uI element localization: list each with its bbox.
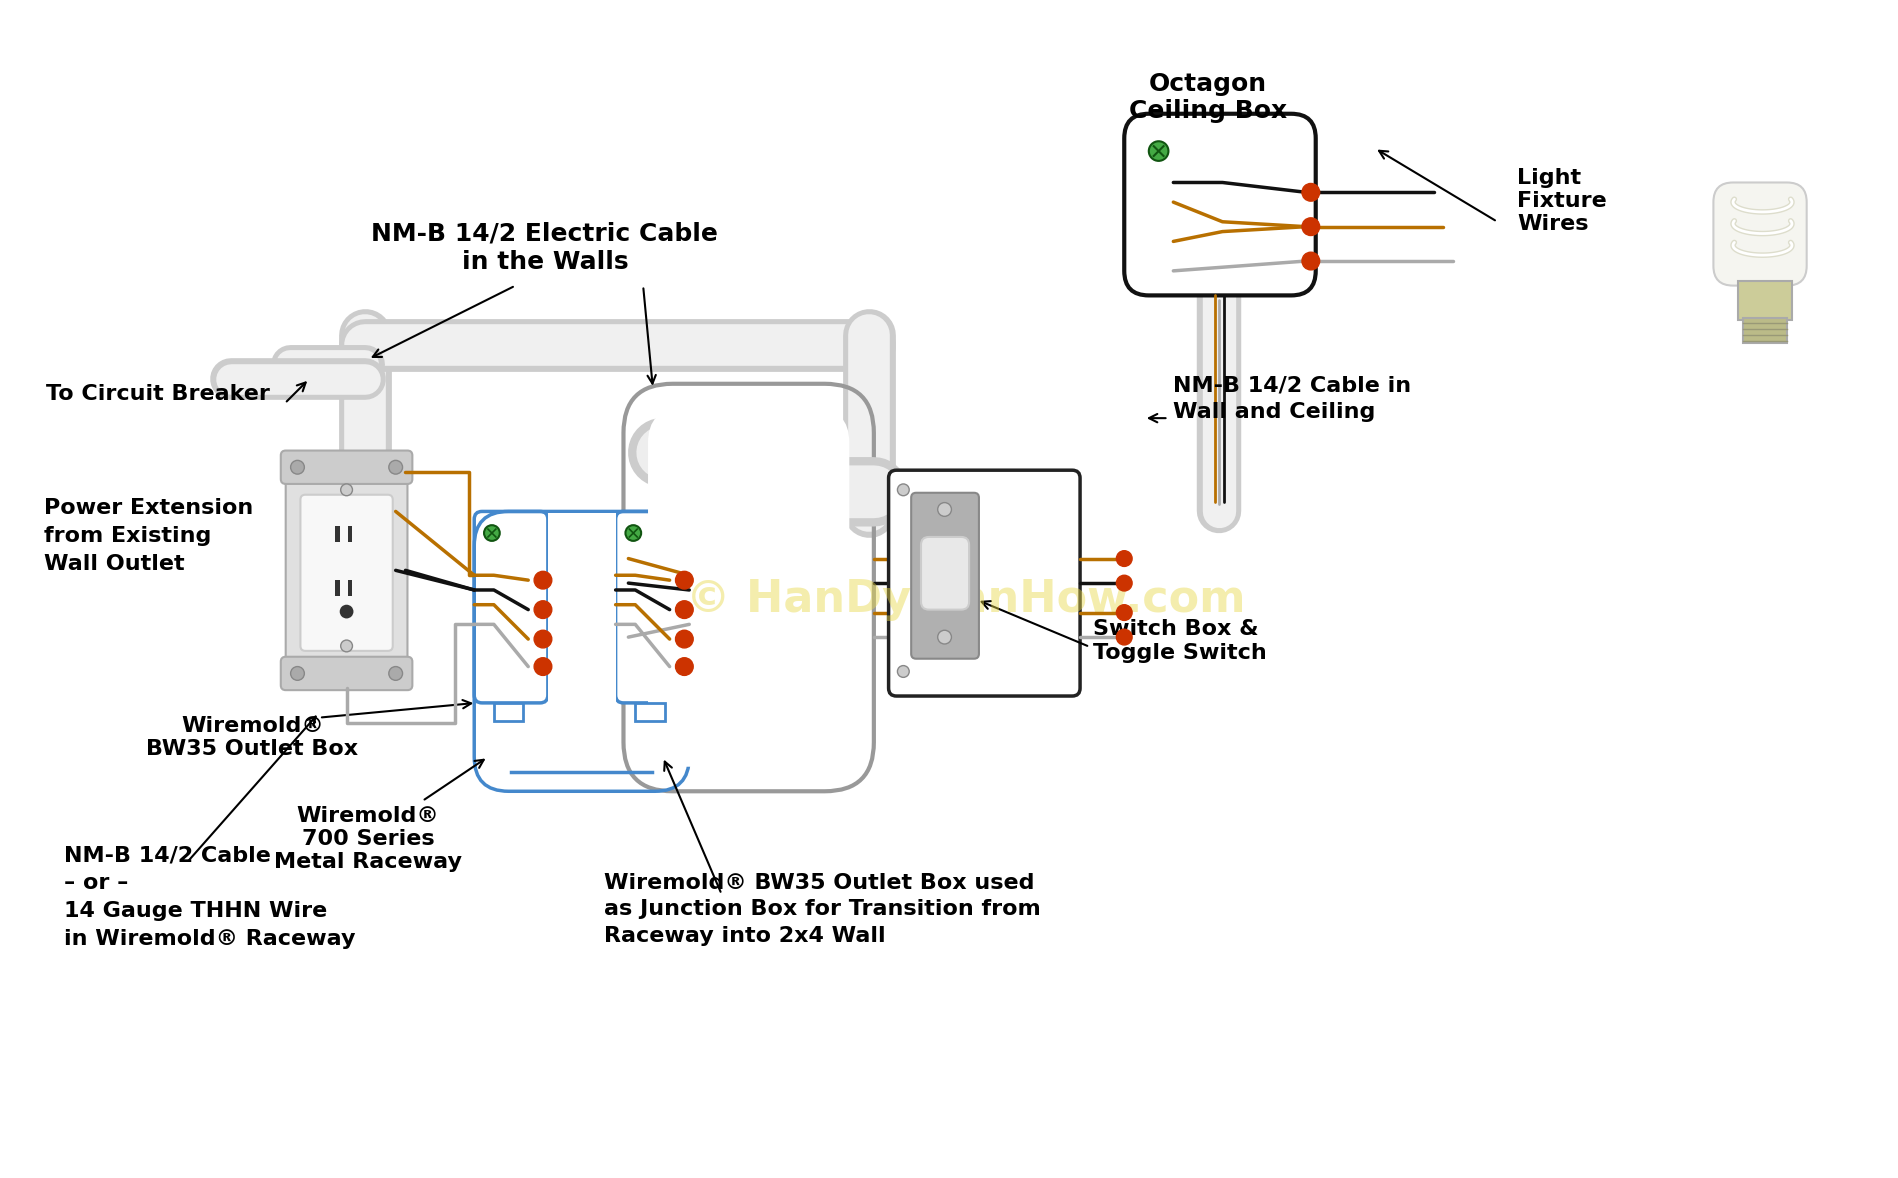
- Circle shape: [676, 630, 693, 648]
- Circle shape: [533, 657, 552, 675]
- Bar: [347, 527, 353, 542]
- Text: Wiremold® BW35 Outlet Box used
as Junction Box for Transition from
Raceway into : Wiremold® BW35 Outlet Box used as Juncti…: [604, 873, 1040, 946]
- FancyBboxPatch shape: [921, 537, 970, 610]
- FancyBboxPatch shape: [474, 511, 549, 703]
- Bar: [1739, 280, 1792, 320]
- Bar: [636, 703, 664, 721]
- Text: NM-B 14/2 Cable in
Wall and Ceiling: NM-B 14/2 Cable in Wall and Ceiling: [1173, 376, 1412, 422]
- FancyBboxPatch shape: [300, 495, 393, 651]
- Circle shape: [676, 571, 693, 589]
- Bar: [493, 703, 524, 721]
- Text: Wiremold®
700 Series
Metal Raceway: Wiremold® 700 Series Metal Raceway: [273, 806, 463, 873]
- FancyBboxPatch shape: [1714, 183, 1807, 285]
- Circle shape: [626, 525, 642, 541]
- Text: © HanDymanHow.com: © HanDymanHow.com: [687, 578, 1245, 621]
- Circle shape: [533, 571, 552, 589]
- Text: Switch Box &
Toggle Switch: Switch Box & Toggle Switch: [1093, 620, 1266, 663]
- Circle shape: [676, 657, 693, 675]
- FancyBboxPatch shape: [647, 409, 848, 767]
- Circle shape: [1302, 184, 1319, 201]
- Circle shape: [1302, 218, 1319, 236]
- FancyBboxPatch shape: [911, 492, 979, 659]
- FancyBboxPatch shape: [1124, 114, 1315, 296]
- Text: To Circuit Breaker: To Circuit Breaker: [46, 384, 270, 404]
- Bar: [549, 514, 615, 715]
- Circle shape: [898, 484, 909, 496]
- Circle shape: [676, 601, 693, 618]
- Circle shape: [340, 604, 353, 618]
- Circle shape: [1116, 629, 1131, 646]
- Circle shape: [533, 601, 552, 618]
- Text: Octagon
Ceiling Box: Octagon Ceiling Box: [1129, 72, 1287, 124]
- FancyBboxPatch shape: [281, 657, 412, 690]
- Circle shape: [938, 503, 951, 516]
- Circle shape: [898, 666, 909, 677]
- Circle shape: [290, 667, 304, 681]
- Bar: [1742, 318, 1788, 343]
- Text: Wiremold®
BW35 Outlet Box: Wiremold® BW35 Outlet Box: [146, 716, 359, 759]
- Circle shape: [1302, 252, 1319, 270]
- Bar: [334, 527, 340, 542]
- FancyBboxPatch shape: [281, 450, 412, 484]
- FancyBboxPatch shape: [287, 475, 408, 670]
- FancyBboxPatch shape: [615, 511, 689, 703]
- Circle shape: [340, 640, 353, 651]
- FancyBboxPatch shape: [888, 470, 1080, 696]
- Text: Light
Fixture
Wires: Light Fixture Wires: [1517, 167, 1608, 234]
- Circle shape: [1116, 550, 1131, 567]
- Bar: [334, 580, 340, 596]
- Text: NM-B 14/2 Electric Cable
in the Walls: NM-B 14/2 Electric Cable in the Walls: [372, 221, 717, 273]
- Bar: [347, 580, 353, 596]
- Text: Power Extension
from Existing
Wall Outlet: Power Extension from Existing Wall Outle…: [44, 498, 254, 574]
- Circle shape: [389, 461, 402, 474]
- Circle shape: [484, 525, 499, 541]
- Circle shape: [290, 461, 304, 474]
- Circle shape: [1116, 575, 1131, 591]
- Circle shape: [389, 667, 402, 681]
- Circle shape: [1148, 141, 1169, 161]
- Circle shape: [340, 484, 353, 496]
- Text: NM-B 14/2 Cable
– or –
14 Gauge THHN Wire
in Wiremold® Raceway: NM-B 14/2 Cable – or – 14 Gauge THHN Wir…: [65, 846, 355, 949]
- Circle shape: [938, 630, 951, 644]
- Circle shape: [1116, 604, 1131, 621]
- Circle shape: [533, 630, 552, 648]
